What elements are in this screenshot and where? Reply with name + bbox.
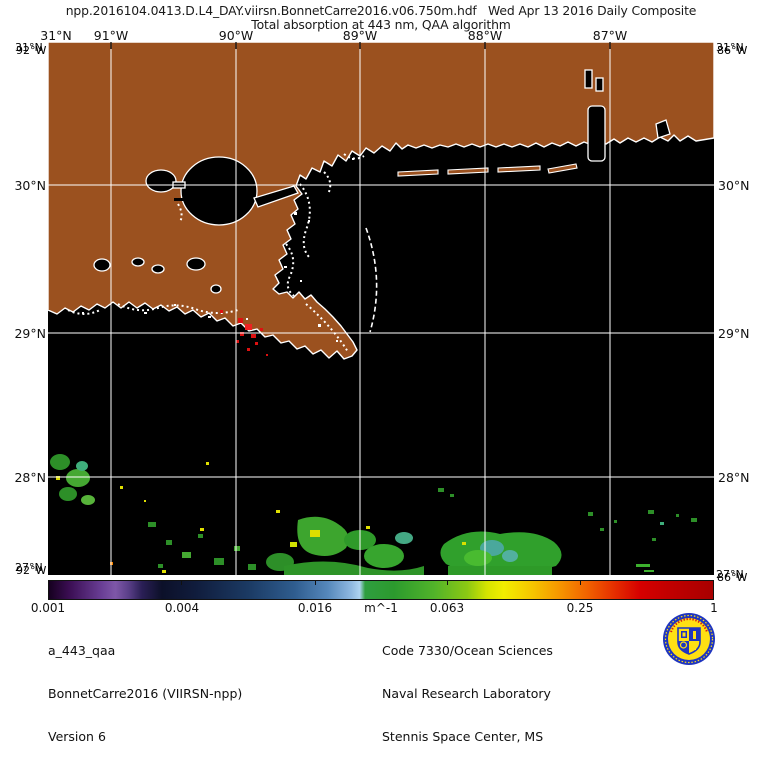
org-name: Naval Research Laboratory bbox=[382, 686, 551, 702]
small-lake-4 bbox=[210, 284, 222, 294]
nrl-seal-logo bbox=[662, 612, 716, 666]
river-dash bbox=[174, 198, 186, 201]
cat-island bbox=[397, 169, 439, 177]
colorbar-label-0001: 0.001 bbox=[30, 601, 66, 615]
dauphin-island bbox=[547, 163, 578, 174]
colorbar-tick bbox=[447, 580, 448, 585]
colorbar-label-025: 0.25 bbox=[566, 601, 594, 615]
axis-label-lat-30n-right: 30°N bbox=[718, 178, 750, 193]
axis-label-lat-top: 31°N bbox=[40, 28, 72, 43]
ring-text-dots bbox=[664, 614, 714, 664]
small-lake-5 bbox=[131, 257, 145, 267]
axis-label-lon-88w: 88°W bbox=[467, 28, 503, 43]
org-code: Code 7330/Ocean Sciences bbox=[382, 643, 553, 659]
product-info-block: a_443_qaa BonnetCarre2016 (VIIRSN-npp) V… bbox=[48, 616, 242, 758]
colorbar-tick bbox=[315, 580, 316, 585]
axis-label-lat-29n-left: 29°N bbox=[14, 326, 46, 341]
absorption-data-green bbox=[50, 454, 697, 575]
mobile-river bbox=[584, 69, 593, 89]
axis-label-lat-29n-right: 29°N bbox=[718, 326, 750, 341]
product-subtitle: Total absorption at 443 nm, QAA algorith… bbox=[251, 17, 511, 32]
corner-label-top-left: 31°N 92°W bbox=[15, 41, 47, 57]
axis-label-lat-30n-left: 30°N bbox=[14, 178, 46, 193]
absorption-data-red bbox=[220, 310, 268, 356]
barrier-islands bbox=[397, 163, 578, 177]
meridian-ticks bbox=[110, 42, 611, 49]
chandeleur-arc bbox=[365, 227, 378, 333]
lake-maurepas bbox=[145, 169, 177, 193]
land-mass bbox=[48, 42, 714, 360]
mobile-bay bbox=[587, 105, 606, 162]
shield bbox=[677, 627, 701, 655]
corner-label-top-right: 31°N 86°W bbox=[716, 41, 748, 57]
graticule bbox=[48, 42, 714, 575]
colorbar-gradient bbox=[48, 580, 714, 600]
rigolets-channel bbox=[253, 185, 299, 208]
colorbar-tick bbox=[580, 580, 581, 585]
tensaw-river bbox=[595, 77, 604, 92]
small-lake-3 bbox=[93, 258, 111, 272]
small-lake-2 bbox=[151, 264, 165, 274]
file-title: npp.2016104.0413.D.L4_DAY.viirsn.BonnetC… bbox=[65, 3, 697, 18]
map-canvas bbox=[48, 42, 714, 575]
version-label: Version 6 bbox=[48, 728, 106, 744]
project-name: BonnetCarre2016 (VIIRSN-npp) bbox=[48, 686, 243, 702]
colorbar-label-0063: 0.063 bbox=[429, 601, 465, 615]
small-lake-1 bbox=[186, 257, 206, 271]
org-location: Stennis Space Center, MS bbox=[382, 728, 544, 744]
organization-block: Code 7330/Ocean Sciences Naval Research … bbox=[382, 616, 553, 758]
corner-label-bottom-right: 27°N 86°W bbox=[716, 568, 748, 584]
corner-label-bottom-left: 27°N 92°W bbox=[15, 561, 47, 577]
variable-name: a_443_qaa bbox=[48, 643, 116, 659]
axis-label-lon-89w: 89°W bbox=[342, 28, 378, 43]
colorbar-label-0016: 0.016 bbox=[297, 601, 333, 615]
axis-label-lat-28n-right: 28°N bbox=[718, 470, 750, 485]
axis-label-lon-91w: 91°W bbox=[93, 28, 129, 43]
marsh-dots bbox=[82, 158, 354, 342]
colorbar-units: m^-1 bbox=[364, 601, 398, 615]
colorbar-label-0004: 0.004 bbox=[164, 601, 200, 615]
satellite-map bbox=[48, 42, 714, 575]
ship-island bbox=[447, 167, 489, 175]
horn-island bbox=[497, 165, 541, 173]
axis-label-lat-28n-left: 28°N bbox=[14, 470, 46, 485]
colorbar-label-1: 1 bbox=[710, 601, 718, 615]
colorbar-tick bbox=[181, 580, 182, 585]
lakes bbox=[93, 69, 671, 294]
axis-label-lon-90w: 90°W bbox=[218, 28, 254, 43]
lake-pontchartrain bbox=[180, 156, 258, 226]
perdido-bay bbox=[655, 119, 671, 139]
axis-label-lon-87w: 87°W bbox=[592, 28, 628, 43]
